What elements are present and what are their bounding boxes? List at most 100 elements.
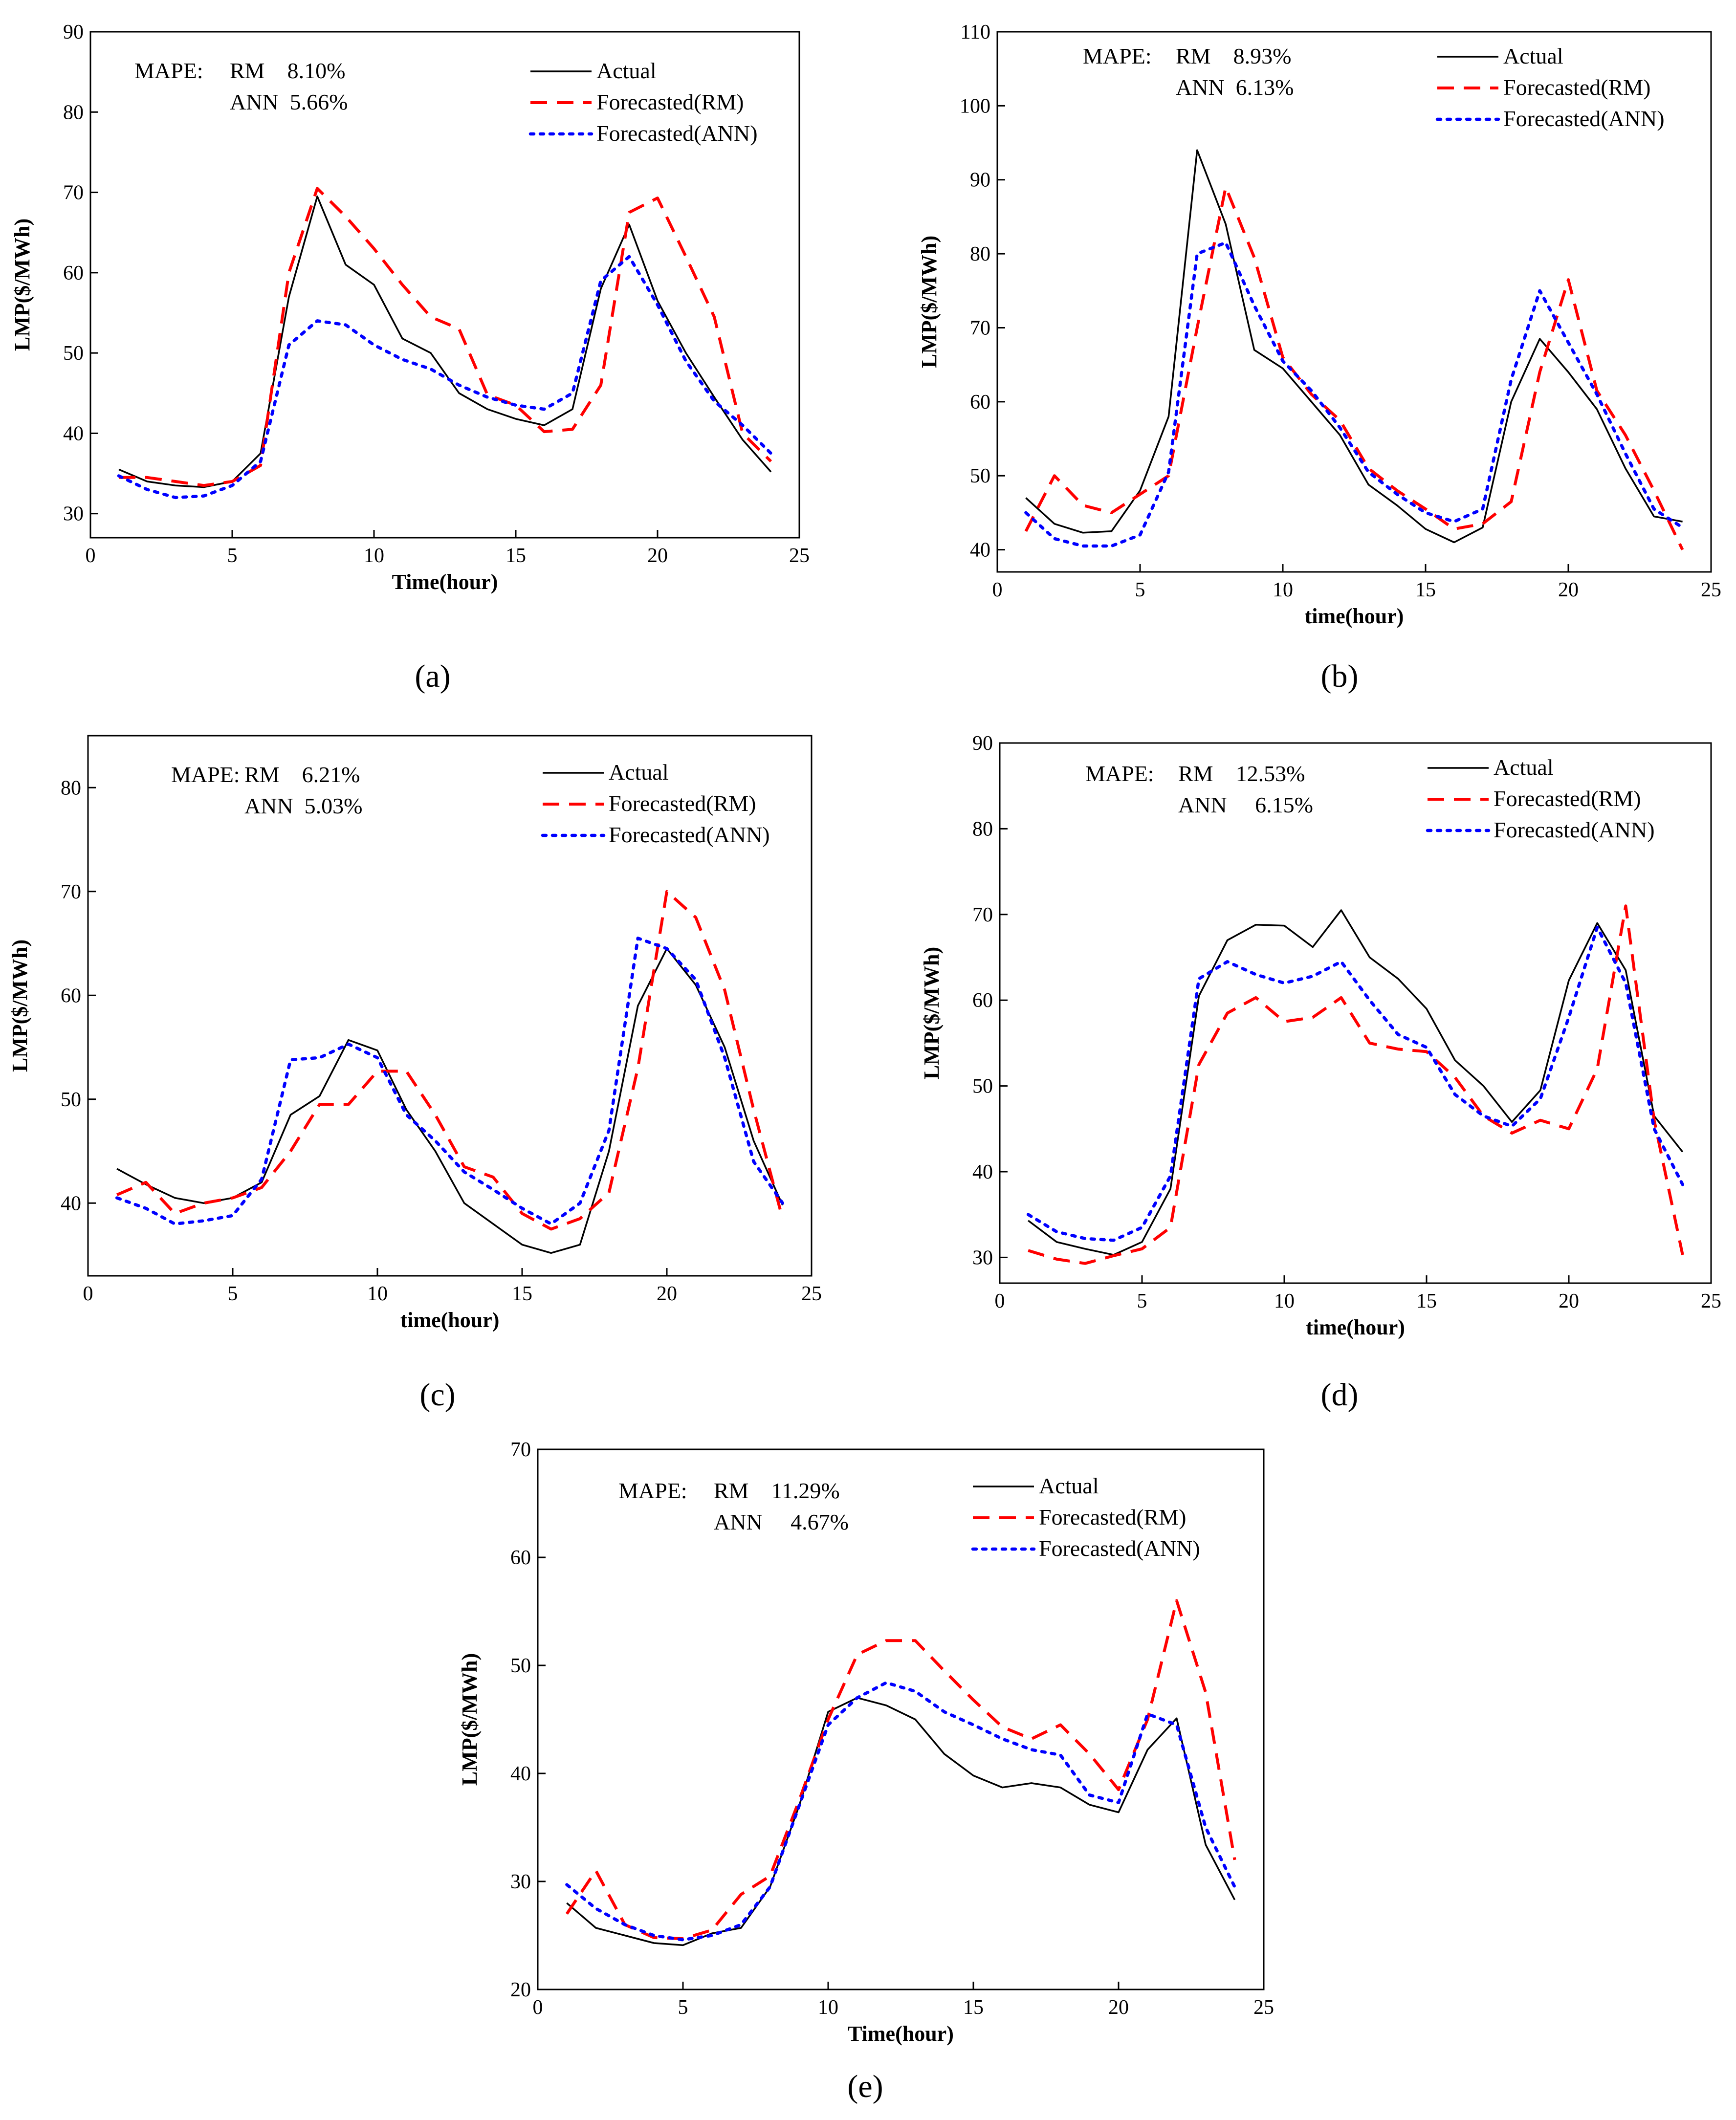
mape-ann-value: ANN 6.13% bbox=[1176, 75, 1294, 100]
x-tick-label: 10 bbox=[1273, 579, 1293, 601]
series-line-rm bbox=[116, 890, 784, 1231]
y-tick-label: 80 bbox=[972, 818, 993, 840]
plot-frame bbox=[87, 735, 813, 1277]
legend-label-ann: Forecasted(ANN) bbox=[1039, 1536, 1200, 1561]
x-axis-title: Time(hour) bbox=[392, 570, 498, 594]
mape-rm-value: RM 8.93% bbox=[1176, 44, 1291, 68]
plot-frame bbox=[996, 31, 1712, 573]
series-line-ann bbox=[1026, 925, 1685, 1242]
series-line-rm bbox=[1024, 185, 1684, 550]
x-tick-label: 5 bbox=[1137, 1290, 1147, 1312]
series-line-ann bbox=[115, 937, 785, 1226]
panel-c: 0 5 10 15 20 25 40 50 60 70 80 time(hour) LMP($/MWh)… bbox=[8, 735, 822, 1413]
y-tick-label: 60 bbox=[63, 262, 84, 284]
x-tick-label: 20 bbox=[1558, 579, 1579, 601]
y-tick-label: 40 bbox=[63, 422, 84, 445]
y-tick-label: 60 bbox=[972, 989, 993, 1012]
series-line-actual bbox=[1025, 149, 1683, 544]
x-axis-title: time(hour) bbox=[400, 1308, 500, 1332]
legend: Actual Forecasted(RM) Forecasted(ANN) bbox=[541, 760, 770, 847]
y-tick-label: 100 bbox=[960, 95, 990, 117]
x-tick-label: 15 bbox=[512, 1283, 532, 1305]
x-tick-label: 0 bbox=[992, 579, 1003, 601]
y-axis-title: LMP($/MWh) bbox=[920, 947, 944, 1079]
y-tick-label: 30 bbox=[63, 503, 84, 525]
legend-label-actual: Actual bbox=[1494, 755, 1554, 780]
x-tick-label: 0 bbox=[533, 1996, 543, 2019]
y-tick-label: 90 bbox=[63, 21, 84, 44]
panel-e: 0 5 10 15 20 25 20 30 40 50 60 70 Time(hour) LMP($/MW… bbox=[458, 1439, 1274, 2104]
panel-caption: (d) bbox=[1321, 1377, 1359, 1413]
y-tick-label: 20 bbox=[510, 1979, 531, 2001]
x-tick-label: 0 bbox=[83, 1283, 93, 1305]
series-line-rm bbox=[119, 187, 772, 487]
y-tick-label: 50 bbox=[61, 1089, 81, 1111]
x-tick-label: 10 bbox=[1274, 1290, 1295, 1312]
mape-ann-value: ANN 4.67% bbox=[714, 1509, 849, 1534]
series-line-rm bbox=[565, 1599, 1236, 1941]
x-tick-label: 25 bbox=[789, 545, 810, 567]
legend-label-ann: Forecasted(ANN) bbox=[1494, 817, 1655, 842]
x-tick-label: 5 bbox=[678, 1996, 688, 2019]
series-line-ann bbox=[1024, 241, 1684, 548]
legend-label-actual: Actual bbox=[609, 760, 669, 785]
y-tick-label: 40 bbox=[510, 1763, 531, 1785]
y-tick-label: 70 bbox=[972, 904, 993, 926]
series-line-ann bbox=[117, 255, 773, 500]
series-line-rm bbox=[1028, 904, 1684, 1265]
legend-label-rm: Forecasted(RM) bbox=[596, 89, 744, 114]
x-tick-label: 15 bbox=[963, 1996, 984, 2019]
x-tick-label: 25 bbox=[1253, 1996, 1274, 2019]
x-tick-label: 15 bbox=[1416, 1290, 1437, 1312]
mape-label: MAPE: bbox=[134, 58, 203, 83]
y-tick-label: 70 bbox=[510, 1439, 531, 1461]
y-tick-label: 50 bbox=[972, 1075, 993, 1098]
y-tick-label: 40 bbox=[970, 539, 990, 562]
mape-rm-value: RM 11.29% bbox=[714, 1478, 840, 1503]
x-tick-label: 5 bbox=[1135, 579, 1145, 601]
x-tick-label: 25 bbox=[1701, 1290, 1721, 1312]
panel-caption: (a) bbox=[415, 658, 450, 694]
y-tick-label: 30 bbox=[510, 1871, 531, 1893]
y-axis-title: LMP($/MWh) bbox=[10, 219, 34, 351]
y-tick-label: 50 bbox=[970, 465, 990, 487]
y-tick-label: 60 bbox=[970, 391, 990, 414]
mape-label: MAPE: bbox=[171, 762, 240, 787]
x-tick-label: 0 bbox=[86, 545, 96, 567]
legend-label-rm: Forecasted(RM) bbox=[1503, 75, 1650, 100]
legend-label-actual: Actual bbox=[1039, 1473, 1099, 1498]
legend-label-actual: Actual bbox=[1503, 44, 1563, 68]
y-tick-label: 90 bbox=[970, 169, 990, 192]
legend-label-ann: Forecasted(ANN) bbox=[609, 822, 770, 847]
y-tick-label: 50 bbox=[510, 1655, 531, 1677]
legend-label-ann: Forecasted(ANN) bbox=[596, 121, 758, 146]
y-tick-label: 80 bbox=[970, 243, 990, 265]
y-axis-title: LMP($/MWh) bbox=[917, 236, 941, 368]
y-tick-label: 70 bbox=[61, 881, 81, 903]
series-line-actual bbox=[1028, 909, 1684, 1256]
x-tick-label: 20 bbox=[1559, 1290, 1579, 1312]
panel-d: 0 5 10 15 20 25 30 40 50 60 70 80 90 time(hour) LMP($/… bbox=[920, 732, 1721, 1413]
mape-rm-value: RM 12.53% bbox=[1178, 761, 1305, 786]
x-tick-label: 15 bbox=[505, 545, 526, 567]
mape-rm-value: RM 8.10% bbox=[230, 58, 345, 83]
y-tick-label: 60 bbox=[510, 1547, 531, 1569]
legend-label-rm: Forecasted(RM) bbox=[609, 791, 756, 816]
y-tick-label: 90 bbox=[972, 732, 993, 755]
x-axis-title: time(hour) bbox=[1305, 604, 1404, 628]
panel-caption: (c) bbox=[419, 1377, 455, 1413]
panel-a: 0 5 10 15 20 25 30 40 50 60 70 80 90 Time(hour) LMP($/… bbox=[10, 21, 810, 694]
x-tick-label: 20 bbox=[647, 545, 668, 567]
mape-ann-value: ANN 6.15% bbox=[1178, 792, 1313, 817]
series-line-actual bbox=[118, 196, 772, 488]
y-tick-label: 110 bbox=[961, 21, 990, 44]
series-line-actual bbox=[116, 947, 784, 1254]
x-tick-label: 10 bbox=[367, 1283, 388, 1305]
panel-b: 0 5 10 15 20 25 40 50 60 70 80 90 100 110 time(hour) LM… bbox=[917, 21, 1721, 694]
panel-caption: (e) bbox=[847, 2069, 883, 2104]
y-tick-label: 80 bbox=[63, 101, 84, 124]
x-tick-label: 0 bbox=[995, 1290, 1005, 1312]
x-tick-label: 25 bbox=[801, 1283, 822, 1305]
y-axis-title: LMP($/MWh) bbox=[8, 940, 32, 1072]
